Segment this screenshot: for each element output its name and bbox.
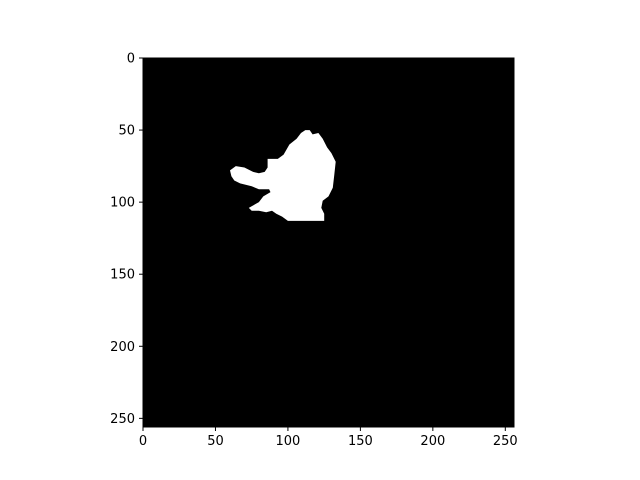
- y-tick-label: 150: [110, 268, 135, 283]
- y-tick-label: 0: [127, 52, 135, 67]
- y-axis: 0 50 100 150 200 250: [110, 52, 143, 427]
- x-axis: 0 50 100 150 200 250: [139, 427, 518, 449]
- x-tick-label: 250: [493, 434, 518, 449]
- axes-frame: [142, 57, 515, 428]
- x-tick-label: 200: [420, 434, 445, 449]
- x-tick-label: 0: [139, 434, 147, 449]
- image-panel: [143, 58, 514, 427]
- y-tick-label: 250: [110, 412, 135, 427]
- x-tick-label: 100: [276, 434, 301, 449]
- x-tick-label: 150: [348, 434, 373, 449]
- y-tick-label: 100: [110, 196, 135, 211]
- mask-region: [230, 130, 336, 221]
- x-tick-label: 50: [207, 434, 224, 449]
- y-tick-label: 200: [110, 340, 135, 355]
- y-tick-label: 50: [118, 124, 135, 139]
- image-background: [143, 58, 514, 427]
